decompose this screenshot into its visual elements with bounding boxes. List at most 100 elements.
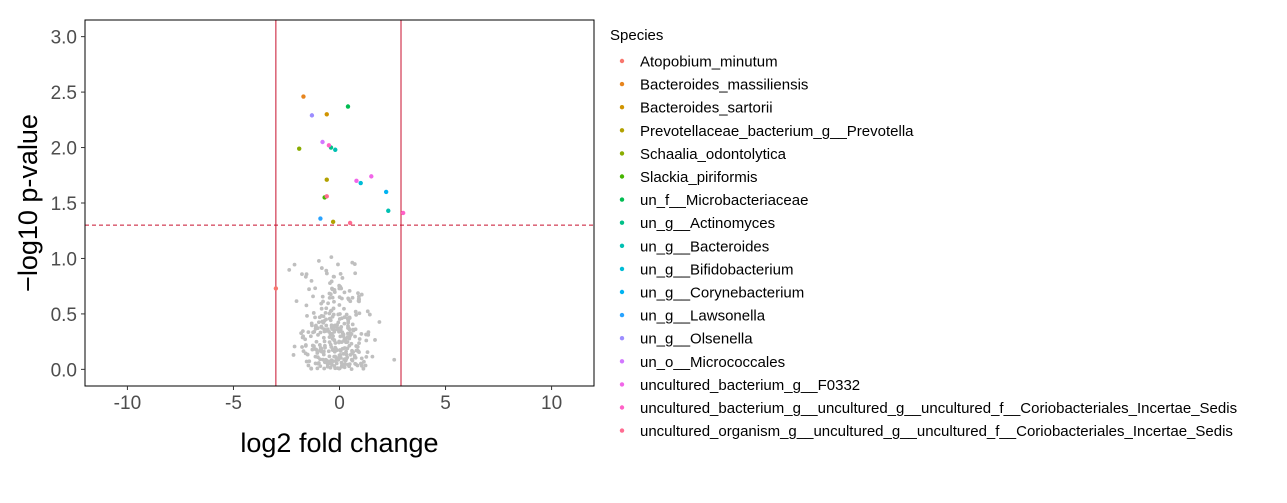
- nonsignificant-point: [319, 266, 324, 270]
- nonsignificant-point: [344, 352, 349, 357]
- nonsignificant-point: [316, 355, 320, 360]
- y-axis-title: −log10 p-value: [13, 114, 43, 292]
- x-tick-label: -10: [114, 393, 141, 414]
- nonsignificant-point: [303, 343, 308, 347]
- nonsignificant-point: [344, 312, 349, 317]
- data-point: [330, 219, 336, 225]
- nonsignificant-point: [304, 303, 309, 308]
- nonsignificant-point: [303, 337, 308, 342]
- nonsignificant-point: [329, 345, 334, 349]
- nonsignificant-point: [361, 366, 366, 371]
- nonsignificant-point: [373, 338, 377, 342]
- nonsignificant-point: [345, 362, 350, 367]
- data-point: [301, 94, 306, 99]
- data-point: [347, 220, 353, 226]
- significant-points: [273, 94, 406, 291]
- nonsignificant-point: [319, 306, 324, 311]
- data-point: [333, 147, 338, 152]
- nonsignificant-point: [329, 255, 334, 259]
- nonsignificant-point: [326, 349, 331, 354]
- nonsignificant-point: [328, 281, 332, 286]
- nonsignificant-point: [353, 361, 358, 366]
- nonsignificant-point: [324, 306, 329, 311]
- nonsignificant-point: [311, 294, 315, 299]
- data-point: [345, 104, 351, 109]
- nonsignificant-point: [353, 271, 358, 276]
- nonsignificant-point: [363, 363, 368, 368]
- nonsignificant-point: [325, 327, 330, 332]
- data-point: [400, 210, 406, 216]
- data-point: [354, 178, 359, 184]
- y-tick-label: 2.0: [51, 139, 77, 160]
- nonsignificant-point: [328, 292, 333, 297]
- nonsignificant-point: [333, 366, 338, 371]
- nonsignificant-point: [307, 359, 312, 364]
- nonsignificant-point: [346, 319, 351, 323]
- nonsignificant-point: [331, 306, 336, 311]
- nonsignificant-point: [321, 320, 326, 325]
- legend-key: [619, 312, 625, 318]
- nonsignificant-point: [357, 299, 361, 304]
- legend-key: [619, 382, 625, 387]
- nonsignificant-point: [294, 299, 299, 304]
- nonsignificant-point: [359, 332, 364, 336]
- nonsignificant-point: [337, 366, 342, 371]
- legend-label: un_g__Corynebacterium: [640, 285, 804, 302]
- nonsignificant-point: [342, 290, 347, 295]
- nonsignificant-point: [310, 347, 315, 352]
- x-tick-label: 0: [334, 393, 345, 414]
- nonsignificant-point: [364, 355, 369, 359]
- nonsignificant-point: [337, 303, 342, 307]
- nonsignificant-point: [333, 345, 338, 350]
- legend-key: [619, 174, 625, 179]
- nonsignificant-point: [357, 294, 361, 299]
- legend: Species Atopobium_minutum Bacteroides_mas…: [610, 27, 1237, 440]
- nonsignificant-point: [337, 329, 341, 334]
- nonsignificant-point: [312, 344, 316, 349]
- nonsignificant-point: [338, 353, 343, 357]
- nonsignificant-point: [333, 325, 338, 329]
- nonsignificant-point: [366, 332, 371, 337]
- legend-label: Atopobium_minutum: [640, 54, 778, 71]
- nonsignificant-point: [330, 295, 335, 300]
- nonsignificant-point: [323, 357, 328, 362]
- nonsignificant-point: [306, 363, 311, 368]
- nonsignificant-point: [342, 346, 347, 350]
- nonsignificant-point: [305, 313, 309, 318]
- nonsignificant-point: [330, 337, 335, 341]
- legend-title: Species: [610, 27, 663, 44]
- nonsignificant-point: [356, 349, 361, 354]
- nonsignificant-point: [344, 357, 349, 362]
- nonsignificant-point: [291, 353, 296, 357]
- legend-key: [619, 336, 625, 341]
- legend-label: Prevotellaceae_bacterium_g__Prevotella: [640, 123, 914, 140]
- data-point: [386, 208, 391, 213]
- x-tick-label: -5: [225, 393, 242, 414]
- nonsignificant-point: [352, 355, 357, 360]
- nonsignificant-point: [342, 338, 346, 343]
- nonsignificant-point: [315, 366, 320, 371]
- x-tick-label: 10: [541, 393, 562, 414]
- data-point: [318, 216, 323, 221]
- nonsignificant-point: [348, 299, 353, 304]
- nonsignificant-point: [353, 334, 357, 339]
- nonsignificant-point: [314, 339, 319, 344]
- nonsignificant-point: [347, 288, 352, 293]
- nonsignificant-point: [357, 337, 362, 341]
- legend-key: [619, 428, 625, 433]
- nonsignificant-point: [338, 271, 343, 276]
- nonsignificant-point: [314, 347, 319, 352]
- data-point: [324, 112, 329, 117]
- nonsignificant-point: [336, 320, 341, 325]
- legend-key: [619, 128, 625, 133]
- nonsignificant-point: [364, 338, 369, 343]
- nonsignificant-point: [354, 312, 359, 317]
- nonsignificant-point: [316, 320, 321, 325]
- nonsignificant-point: [341, 332, 346, 337]
- nonsignificant-point: [326, 301, 330, 306]
- nonsignificant-point: [317, 343, 322, 347]
- data-point: [324, 177, 329, 182]
- nonsignificant-point: [339, 316, 344, 321]
- nonsignificant-point: [392, 357, 397, 362]
